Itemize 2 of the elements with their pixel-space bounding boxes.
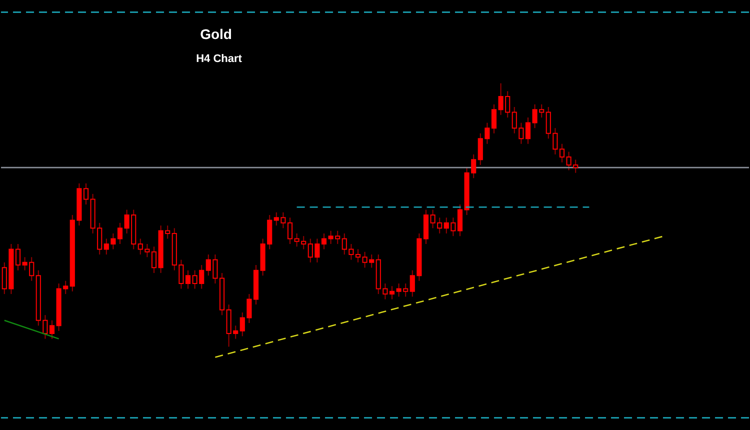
- chart-subtitle: H4 Chart: [196, 53, 242, 65]
- chart-title: Gold: [200, 26, 232, 42]
